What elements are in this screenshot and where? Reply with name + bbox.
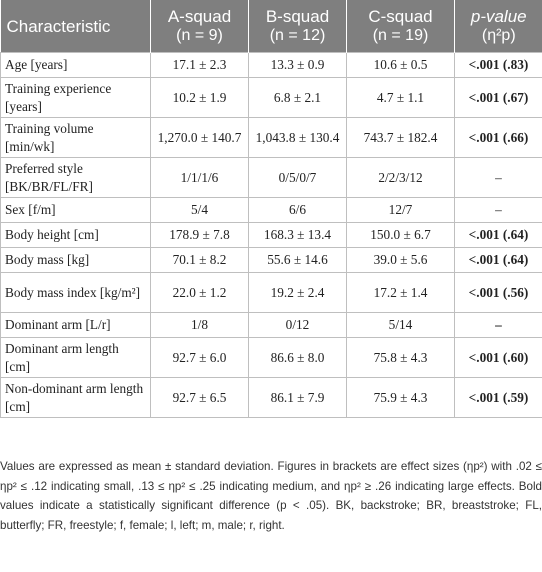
header-b-squad: B-squad (n = 12) bbox=[248, 0, 347, 53]
cell-c-squad: 75.8 ± 4.3 bbox=[346, 337, 455, 378]
cell-p-value: <.001 (.67) bbox=[454, 77, 542, 118]
table-header: Characteristic A-squad (n = 9) B-squad (… bbox=[0, 0, 542, 53]
cell-a-squad: 1/1/1/6 bbox=[150, 157, 249, 198]
cell-b-squad: 13.3 ± 0.9 bbox=[248, 52, 347, 78]
cell-a-squad: 1/8 bbox=[150, 312, 249, 338]
cell-p-value: <.001 (.64) bbox=[454, 222, 542, 248]
cell-p-value: – bbox=[454, 312, 542, 338]
row-label: Training volume [min/wk] bbox=[0, 117, 151, 158]
header-p-value: p-value (η²p) bbox=[454, 0, 542, 53]
header-c-squad: C-squad (n = 19) bbox=[346, 0, 455, 53]
cell-b-squad: 6.8 ± 2.1 bbox=[248, 77, 347, 118]
cell-p-value: – bbox=[454, 197, 542, 223]
table-row: Age [years] 17.1 ± 2.3 13.3 ± 0.9 10.6 ±… bbox=[0, 52, 542, 78]
table-row: Body mass index [kg/m²] 22.0 ± 1.2 19.2 … bbox=[0, 272, 542, 313]
cell-p-value: <.001 (.64) bbox=[454, 247, 542, 273]
row-label: Body mass [kg] bbox=[0, 247, 151, 273]
header-a-squad-n: (n = 9) bbox=[176, 27, 223, 44]
row-label: Non-dominant arm length [cm] bbox=[0, 377, 151, 418]
table-row: Training volume [min/wk] 1,270.0 ± 140.7… bbox=[0, 117, 542, 158]
cell-b-squad: 86.1 ± 7.9 bbox=[248, 377, 347, 418]
cell-a-squad: 1,270.0 ± 140.7 bbox=[150, 117, 249, 158]
header-a-squad-label: A-squad bbox=[167, 7, 232, 26]
cell-a-squad: 5/4 bbox=[150, 197, 249, 223]
row-label: Sex [f/m] bbox=[0, 197, 151, 223]
row-label: Age [years] bbox=[0, 52, 151, 78]
table-body: Age [years] 17.1 ± 2.3 13.3 ± 0.9 10.6 ±… bbox=[0, 52, 542, 418]
cell-c-squad: 150.0 ± 6.7 bbox=[346, 222, 455, 248]
row-label: Preferred style [BK/BR/FL/FR] bbox=[0, 157, 151, 198]
row-label: Body height [cm] bbox=[0, 222, 151, 248]
data-table-container: Characteristic A-squad (n = 9) B-squad (… bbox=[0, 0, 542, 418]
cell-c-squad: 17.2 ± 1.4 bbox=[346, 272, 455, 313]
cell-p-value: <.001 (.83) bbox=[454, 52, 542, 78]
table-row: Body mass [kg] 70.1 ± 8.2 55.6 ± 14.6 39… bbox=[0, 247, 542, 273]
header-row: Characteristic A-squad (n = 9) B-squad (… bbox=[0, 0, 542, 53]
header-a-squad: A-squad (n = 9) bbox=[150, 0, 249, 53]
cell-a-squad: 92.7 ± 6.0 bbox=[150, 337, 249, 378]
header-c-squad-n: (n = 19) bbox=[372, 27, 429, 44]
cell-b-squad: 6/6 bbox=[248, 197, 347, 223]
cell-b-squad: 0/12 bbox=[248, 312, 347, 338]
table-footnote: Values are expressed as mean ± standard … bbox=[0, 460, 542, 532]
cell-c-squad: 10.6 ± 0.5 bbox=[346, 52, 455, 78]
table-row: Dominant arm length [cm] 92.7 ± 6.0 86.6… bbox=[0, 337, 542, 378]
cell-p-value: <.001 (.60) bbox=[454, 337, 542, 378]
header-b-squad-n: (n = 12) bbox=[269, 27, 326, 44]
cell-c-squad: 4.7 ± 1.1 bbox=[346, 77, 455, 118]
header-b-squad-label: B-squad bbox=[265, 7, 330, 26]
table-row: Non-dominant arm length [cm] 92.7 ± 6.5 … bbox=[0, 377, 542, 418]
cell-b-squad: 86.6 ± 8.0 bbox=[248, 337, 347, 378]
cell-a-squad: 10.2 ± 1.9 bbox=[150, 77, 249, 118]
cell-b-squad: 0/5/0/7 bbox=[248, 157, 347, 198]
header-p-effect-size: (η²p) bbox=[481, 27, 516, 44]
cell-a-squad: 70.1 ± 8.2 bbox=[150, 247, 249, 273]
cell-c-squad: 743.7 ± 182.4 bbox=[346, 117, 455, 158]
table-row: Dominant arm [L/r] 1/8 0/12 5/14 – bbox=[0, 312, 542, 338]
cell-c-squad: 5/14 bbox=[346, 312, 455, 338]
header-characteristic: Characteristic bbox=[0, 0, 151, 53]
cell-p-value: <.001 (.59) bbox=[454, 377, 542, 418]
cell-p-value: <.001 (.66) bbox=[454, 117, 542, 158]
cell-b-squad: 168.3 ± 13.4 bbox=[248, 222, 347, 248]
cell-a-squad: 22.0 ± 1.2 bbox=[150, 272, 249, 313]
cell-b-squad: 55.6 ± 14.6 bbox=[248, 247, 347, 273]
row-label: Dominant arm length [cm] bbox=[0, 337, 151, 378]
row-label: Dominant arm [L/r] bbox=[0, 312, 151, 338]
cell-b-squad: 1,043.8 ± 130.4 bbox=[248, 117, 347, 158]
header-c-squad-label: C-squad bbox=[368, 7, 433, 26]
table-row: Preferred style [BK/BR/FL/FR] 1/1/1/6 0/… bbox=[0, 157, 542, 198]
table-row: Sex [f/m] 5/4 6/6 12/7 – bbox=[0, 197, 542, 223]
cell-c-squad: 2/2/3/12 bbox=[346, 157, 455, 198]
characteristics-table: Characteristic A-squad (n = 9) B-squad (… bbox=[0, 0, 542, 418]
cell-p-value: <.001 (.56) bbox=[454, 272, 542, 313]
cell-b-squad: 19.2 ± 2.4 bbox=[248, 272, 347, 313]
cell-c-squad: 75.9 ± 4.3 bbox=[346, 377, 455, 418]
cell-p-value: – bbox=[454, 157, 542, 198]
row-label: Body mass index [kg/m²] bbox=[0, 272, 151, 313]
cell-c-squad: 39.0 ± 5.6 bbox=[346, 247, 455, 273]
cell-a-squad: 92.7 ± 6.5 bbox=[150, 377, 249, 418]
cell-a-squad: 178.9 ± 7.8 bbox=[150, 222, 249, 248]
table-row: Body height [cm] 178.9 ± 7.8 168.3 ± 13.… bbox=[0, 222, 542, 248]
table-row: Training experience [years] 10.2 ± 1.9 6… bbox=[0, 77, 542, 118]
cell-a-squad: 17.1 ± 2.3 bbox=[150, 52, 249, 78]
cell-c-squad: 12/7 bbox=[346, 197, 455, 223]
row-label: Training experience [years] bbox=[0, 77, 151, 118]
header-p-value-label: p-value bbox=[470, 7, 527, 26]
